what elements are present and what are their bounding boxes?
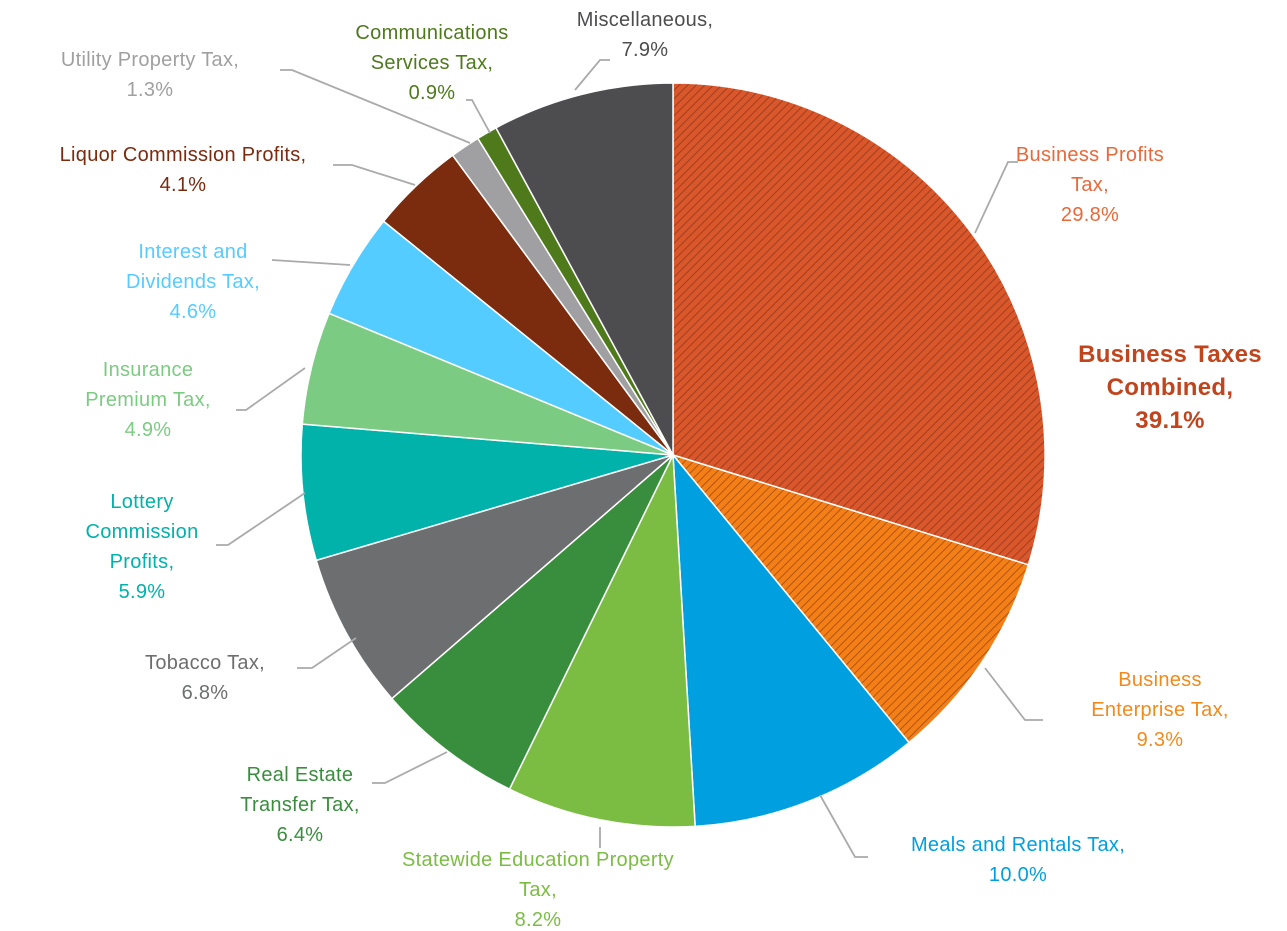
value-label: 29.8%	[1060, 204, 1120, 226]
pie-slice	[494, 82, 674, 456]
slice-label: Miscellaneous, 7.9%	[545, 5, 745, 65]
annotation: Business Taxes Combined, 39.1%	[1055, 338, 1285, 437]
pie-slice	[315, 454, 674, 700]
slice-label: Business Profits Tax, 29.8%	[1005, 140, 1175, 230]
slice-label: Real Estate Transfer Tax, 6.4%	[225, 760, 375, 850]
slice-label: Business Enterprise Tax, 9.3%	[1075, 665, 1245, 755]
pie-slice	[300, 423, 674, 562]
category-label: Meals and Rentals Tax,	[910, 834, 1126, 856]
slice-label: Liquor Commission Profits, 4.1%	[18, 140, 348, 200]
slice-label: Tobacco Tax, 6.8%	[130, 648, 280, 708]
pie-slice	[672, 82, 1046, 566]
category-label: Utility Property Tax,	[60, 49, 240, 71]
value-label: 0.9%	[408, 82, 456, 104]
category-label: Liquor Commission Profits,	[59, 144, 307, 166]
leader-line	[819, 794, 868, 858]
value-label: 4.1%	[159, 174, 207, 196]
value-label: 4.6%	[169, 301, 217, 323]
category-label: Tobacco Tax,	[145, 652, 265, 674]
leader-line	[984, 667, 1043, 721]
annotation-text: Business Taxes Combined,	[1078, 341, 1262, 401]
value-label: 8.2%	[514, 909, 562, 931]
annotation-value: 39.1%	[1135, 407, 1205, 434]
slice-label: Lottery Commission Profits, 5.9%	[67, 487, 217, 607]
category-label: Communications Services Tax,	[355, 22, 509, 74]
category-label: Interest and Dividends Tax,	[126, 241, 260, 293]
value-label: 6.4%	[276, 824, 324, 846]
category-label: Insurance Premium Tax,	[85, 359, 211, 411]
leader-line	[297, 637, 357, 669]
leader-line	[466, 99, 491, 134]
slice-label: Insurance Premium Tax, 4.9%	[63, 355, 233, 445]
pie-slice	[670, 453, 1030, 744]
category-label: Lottery Commission Profits,	[85, 491, 199, 573]
value-label: 1.3%	[126, 79, 174, 101]
leader-line	[974, 161, 1018, 234]
pie-slice	[508, 452, 696, 828]
category-label: Real Estate Transfer Tax,	[240, 764, 360, 816]
value-label: 7.9%	[621, 39, 669, 61]
leader-line	[333, 164, 416, 186]
slice-label: Meals and Rentals Tax, 10.0%	[868, 830, 1168, 890]
value-label: 6.8%	[181, 682, 229, 704]
slice-label: Utility Property Tax, 1.3%	[20, 45, 280, 105]
leader-line	[574, 59, 610, 91]
slice-label: Communications Services Tax, 0.9%	[332, 18, 532, 108]
value-label: 10.0%	[988, 864, 1048, 886]
leader-line	[280, 69, 471, 144]
leader-line	[372, 751, 448, 784]
value-label: 9.3%	[1136, 729, 1184, 751]
category-label: Statewide Education Property Tax,	[402, 849, 674, 901]
slice-label: Interest and Dividends Tax, 4.6%	[103, 237, 283, 327]
leader-line	[216, 492, 306, 546]
category-label: Business Profits Tax,	[1015, 144, 1165, 196]
leader-line	[271, 259, 351, 266]
category-label: Business Enterprise Tax,	[1091, 669, 1229, 721]
value-label: 5.9%	[118, 581, 166, 603]
value-label: 4.9%	[124, 419, 172, 441]
pie-slice	[672, 452, 911, 828]
leader-line	[236, 367, 306, 411]
pie-slice	[390, 454, 674, 791]
category-label: Miscellaneous,	[576, 9, 714, 31]
slice-label: Statewide Education Property Tax, 8.2%	[398, 845, 678, 931]
